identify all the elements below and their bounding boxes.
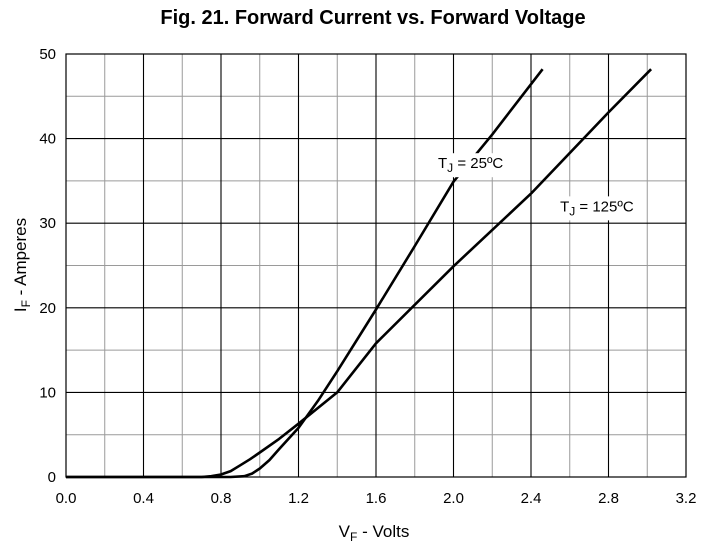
y-axis-label: IF - Amperes [11,218,33,312]
x-tick-label: 1.2 [288,490,309,507]
chart-title: Fig. 21. Forward Current vs. Forward Vol… [160,7,585,29]
y-tick-labels: 0 10 20 30 40 50 [39,46,56,486]
y-tick-label: 50 [39,46,56,63]
x-tick-label: 0.0 [56,490,77,507]
series-labels: TJ = 25ºC TJ = 125ºC [434,153,638,221]
x-tick-label: 2.8 [598,490,619,507]
series-line-1 [66,68,544,479]
series-label-bg [556,196,638,221]
series-layer [66,68,653,479]
series-label-2: TJ = 125ºC [560,198,634,218]
x-tick-label: 0.4 [133,490,154,507]
x-tick-label: 2.4 [521,490,542,507]
y-tick-label: 0 [48,469,56,486]
x-tick-label: 1.6 [366,490,387,507]
x-axis-label: VF - Volts [339,522,410,544]
x-tick-label: 2.0 [443,490,464,507]
y-tick-label: 20 [39,300,56,317]
y-tick-label: 30 [39,215,56,232]
series-line-2 [66,68,653,479]
plot-area: TJ = 25ºC TJ = 125ºC [65,53,687,479]
x-tick-labels: 0.0 0.4 0.8 1.2 1.6 2.0 2.4 2.8 3.2 [56,490,697,507]
series-label-bg [434,153,508,178]
x-tick-label: 3.2 [676,490,697,507]
y-tick-label: 10 [39,384,56,401]
x-tick-label: 0.8 [211,490,232,507]
series-label-1: TJ = 25ºC [438,155,503,175]
y-tick-label: 40 [39,131,56,148]
plot-border [65,53,687,478]
